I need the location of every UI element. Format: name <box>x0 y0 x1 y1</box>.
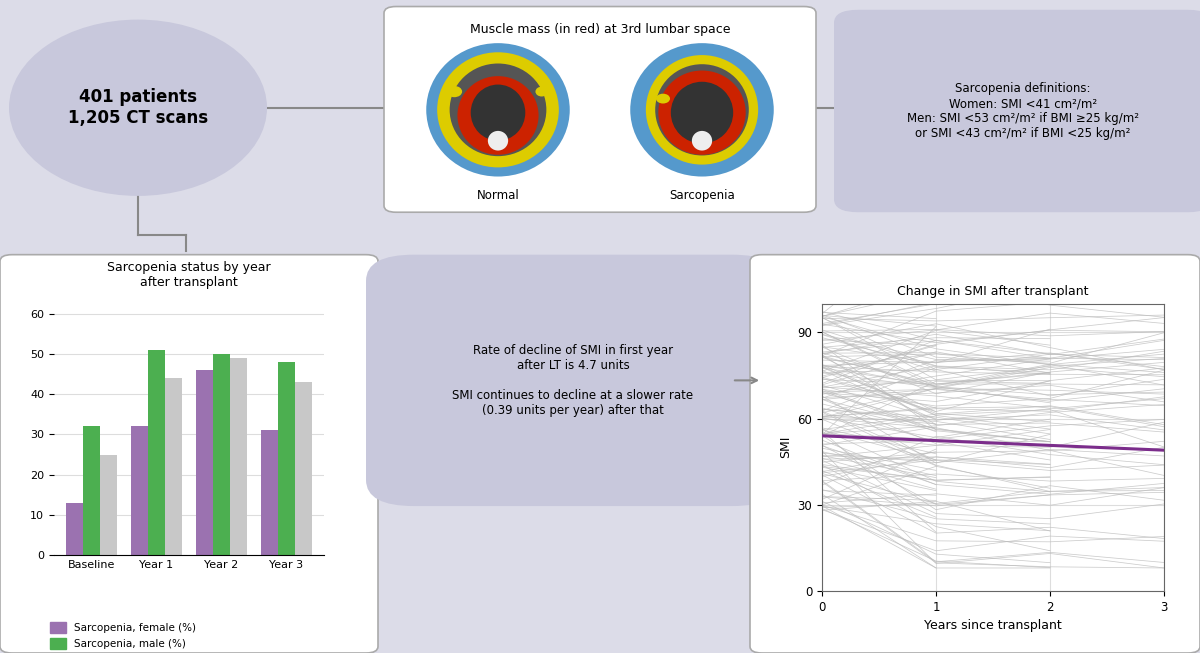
Ellipse shape <box>655 64 749 155</box>
Bar <box>131 426 148 555</box>
Text: Sarcopenia definitions:
Women: SMI <41 cm²/m²
Men: SMI <53 cm²/m² if BMI ≥25 kg/: Sarcopenia definitions: Women: SMI <41 c… <box>907 82 1139 140</box>
FancyBboxPatch shape <box>366 255 780 506</box>
Bar <box>230 358 247 555</box>
Ellipse shape <box>659 71 745 155</box>
Ellipse shape <box>671 82 733 144</box>
Ellipse shape <box>446 86 462 97</box>
Bar <box>164 378 182 555</box>
Bar <box>66 503 83 555</box>
Ellipse shape <box>535 87 548 97</box>
Y-axis label: SMI: SMI <box>779 436 792 458</box>
Bar <box>295 382 312 555</box>
FancyBboxPatch shape <box>834 10 1200 212</box>
Legend: Sarcopenia, female (%), Sarcopenia, male (%), Combined sarcopenia (%): Sarcopenia, female (%), Sarcopenia, male… <box>46 618 212 653</box>
Bar <box>148 350 164 555</box>
Bar <box>262 430 278 555</box>
Text: 401 patients
1,205 CT scans: 401 patients 1,205 CT scans <box>68 88 208 127</box>
Bar <box>214 354 230 555</box>
X-axis label: Years since transplant: Years since transplant <box>924 619 1062 632</box>
Bar <box>196 370 214 555</box>
Title: Change in SMI after transplant: Change in SMI after transplant <box>898 285 1088 298</box>
Ellipse shape <box>488 131 508 151</box>
Ellipse shape <box>630 43 774 176</box>
Ellipse shape <box>457 76 539 155</box>
Ellipse shape <box>426 43 570 176</box>
FancyBboxPatch shape <box>384 7 816 212</box>
Text: Muscle mass (in red) at 3rd lumbar space: Muscle mass (in red) at 3rd lumbar space <box>469 23 731 36</box>
Ellipse shape <box>437 52 559 167</box>
FancyBboxPatch shape <box>0 255 378 653</box>
Ellipse shape <box>450 63 546 156</box>
Ellipse shape <box>646 55 758 165</box>
FancyBboxPatch shape <box>750 255 1200 653</box>
Bar <box>100 454 116 555</box>
Bar <box>278 362 295 555</box>
Ellipse shape <box>692 131 712 151</box>
Ellipse shape <box>470 84 526 140</box>
Text: Sarcopenia: Sarcopenia <box>670 189 734 202</box>
Bar <box>83 426 100 555</box>
Ellipse shape <box>10 20 266 196</box>
Title: Sarcopenia status by year
after transplant: Sarcopenia status by year after transpla… <box>107 261 271 289</box>
Text: Rate of decline of SMI in first year
after LT is 4.7 units

SMI continues to dec: Rate of decline of SMI in first year aft… <box>452 344 694 417</box>
Ellipse shape <box>656 93 670 104</box>
Text: Normal: Normal <box>476 189 520 202</box>
